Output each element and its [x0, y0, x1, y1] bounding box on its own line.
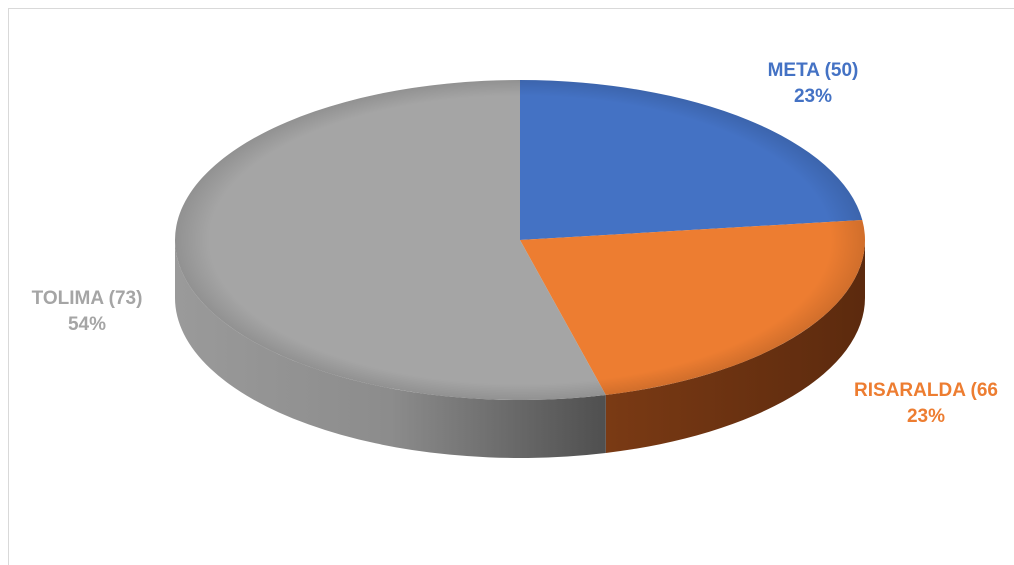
data-label-risaralda: RISARALDA (66 23%	[846, 378, 1006, 430]
pie-tops	[174, 80, 866, 400]
chart-frame	[8, 8, 1014, 565]
pie-side-2	[605, 240, 866, 453]
pie-sides	[174, 240, 866, 458]
data-label-risaralda-percent: 23%	[906, 406, 946, 427]
data-label-meta: META (50) 23%	[738, 58, 888, 110]
pie-rim-bevel	[175, 80, 865, 400]
data-label-risaralda-name: RISARALDA (66	[854, 380, 998, 401]
data-label-tolima-name: TOLIMA (73)	[31, 288, 143, 309]
pie-side-3	[174, 240, 606, 458]
data-label-tolima-percent: 54%	[67, 314, 107, 335]
data-label-tolima: TOLIMA (73) 54%	[12, 286, 162, 338]
data-label-meta-name: META (50)	[767, 60, 859, 81]
data-label-meta-percent: 23%	[793, 86, 833, 107]
